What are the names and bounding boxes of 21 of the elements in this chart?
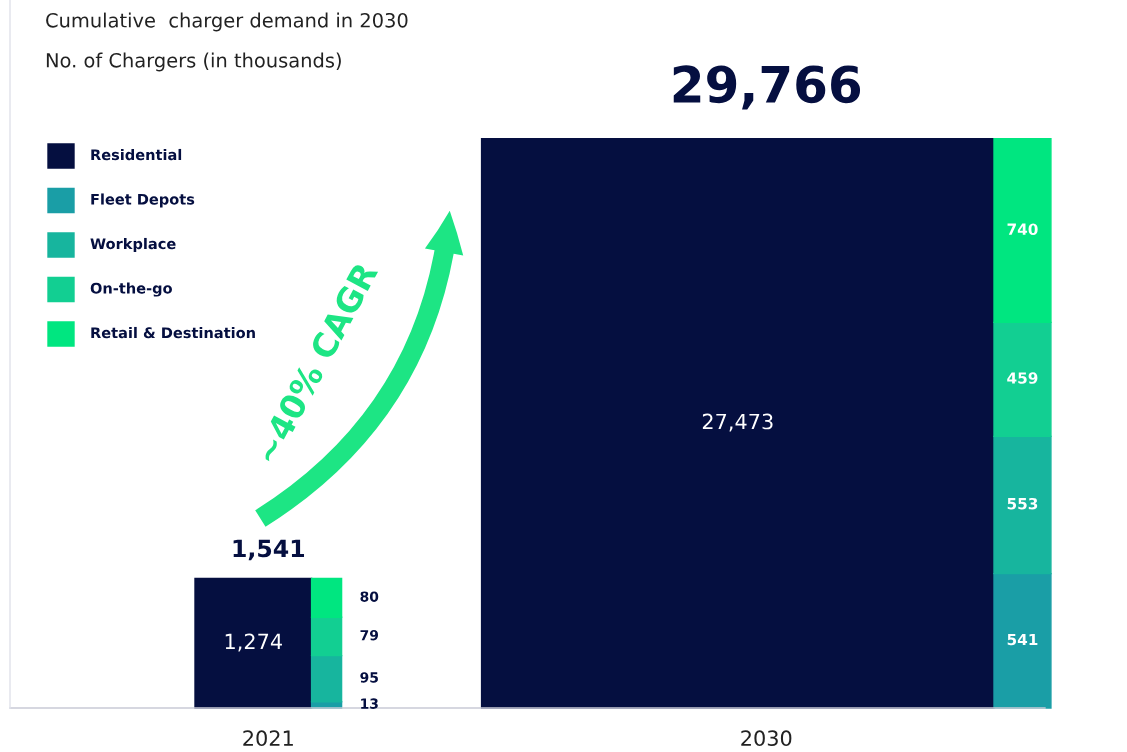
category-label: 2030 <box>741 730 792 747</box>
text: 29,766 <box>673 65 861 110</box>
data-label: 541 <box>1007 633 1038 646</box>
legend-label: On-the-go <box>90 282 172 297</box>
category-label: 2021 <box>243 730 293 747</box>
data-label: 80 <box>360 591 379 602</box>
text: 1,541 <box>233 539 305 561</box>
data-label: 1,274 <box>225 633 282 652</box>
data-label: 79 <box>360 629 379 641</box>
data-label: 95 <box>360 672 378 683</box>
legend-label: Fleet Depots <box>91 193 195 208</box>
data-label: 459 <box>1007 372 1038 384</box>
data-label: 13 <box>361 698 378 709</box>
data-label: 740 <box>1007 223 1038 235</box>
text: Cumulative charger demand in 2030 <box>46 12 408 32</box>
data-label: 553 <box>1007 497 1038 510</box>
legend-label: Workplace <box>90 237 176 253</box>
legend-label: Retail & Destination <box>91 326 255 339</box>
data-label: 27,473 <box>702 413 773 432</box>
text: No. of Chargers (in thousands) <box>46 52 341 72</box>
legend-label: Residential <box>91 148 182 161</box>
